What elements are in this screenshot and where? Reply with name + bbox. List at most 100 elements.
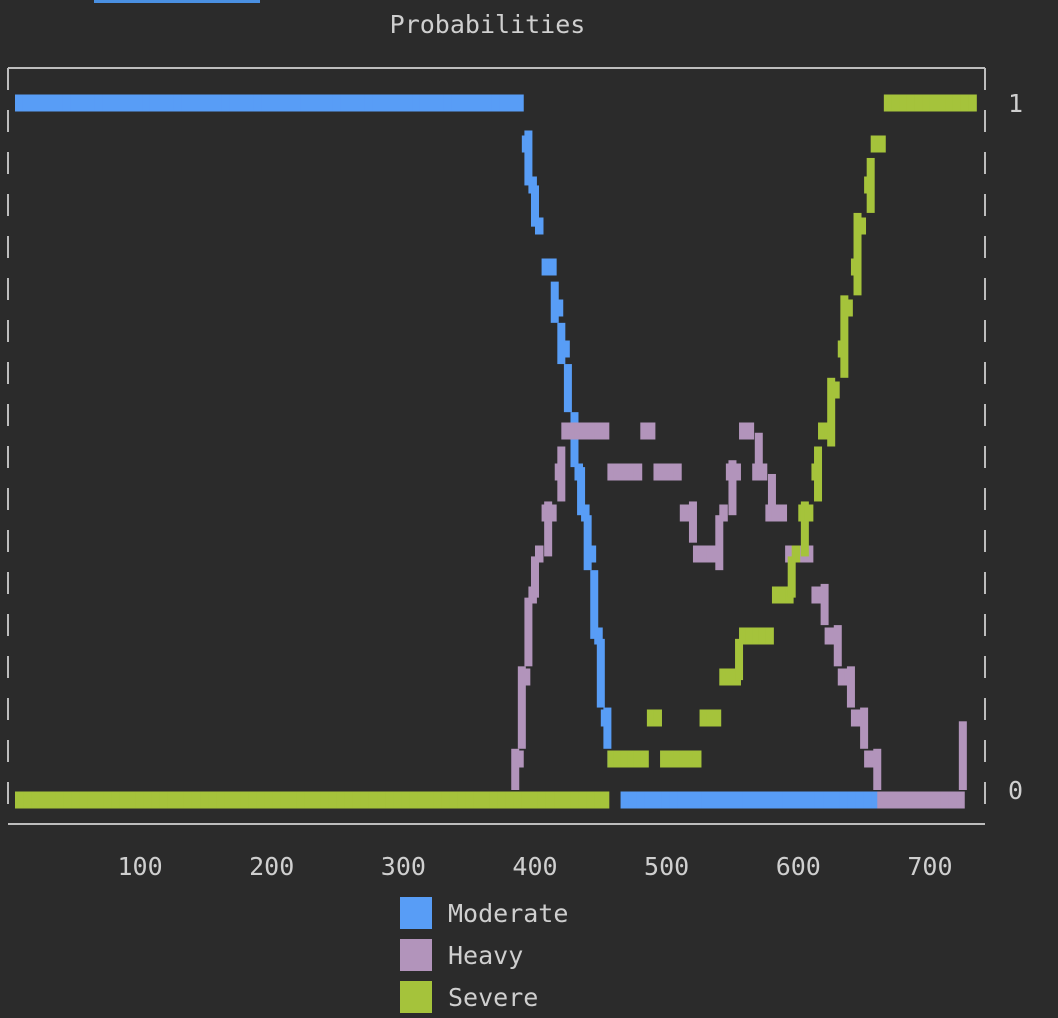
- series-connector: [524, 130, 533, 186]
- series-point: [725, 791, 735, 809]
- series-connector: [530, 556, 539, 598]
- series-connector: [866, 157, 875, 213]
- series-point: [587, 545, 597, 563]
- series-point: [497, 791, 507, 809]
- series-point: [183, 791, 193, 809]
- series-point: [863, 791, 873, 809]
- series-point: [280, 791, 289, 809]
- series-point: [393, 791, 402, 809]
- series-point: [545, 791, 555, 809]
- series-point: [62, 94, 72, 112]
- series-point: [292, 94, 302, 112]
- series-point: [135, 791, 145, 809]
- series-point: [574, 422, 583, 440]
- series-point: [70, 94, 80, 112]
- series-point: [143, 791, 153, 809]
- series-point: [814, 791, 824, 809]
- active-tab-indicator: [94, 0, 260, 3]
- series-point: [739, 422, 748, 440]
- series-point: [288, 791, 298, 809]
- series-point: [360, 791, 370, 809]
- series-point: [425, 791, 434, 809]
- series-point: [118, 94, 127, 112]
- series-point: [320, 791, 330, 809]
- series-connector: [524, 597, 533, 667]
- series-point: [534, 545, 544, 563]
- plot-frame: [7, 67, 986, 825]
- series-point: [296, 791, 306, 809]
- series-point: [948, 791, 957, 809]
- series-point: [725, 668, 735, 686]
- series-point: [340, 94, 350, 112]
- series-point: [922, 94, 931, 112]
- series-point: [908, 791, 918, 809]
- series-point: [719, 504, 728, 522]
- series-point: [627, 750, 636, 768]
- y-tick-label: 0: [1008, 776, 1023, 805]
- series-connector: [958, 721, 967, 790]
- series-point: [900, 791, 910, 809]
- series-point: [837, 668, 847, 686]
- series-point: [86, 94, 95, 112]
- series-point: [435, 94, 445, 112]
- series-point: [142, 94, 151, 112]
- series-point: [620, 463, 630, 481]
- series-point: [673, 750, 682, 768]
- series-point: [221, 94, 230, 112]
- series-point: [419, 94, 429, 112]
- series-point: [666, 463, 676, 481]
- series-point: [396, 94, 405, 112]
- series-point: [627, 463, 636, 481]
- series-point: [790, 791, 800, 809]
- series-point: [232, 791, 241, 809]
- legend-item-moderate: Moderate: [400, 892, 568, 934]
- series-connector: [787, 556, 796, 598]
- series-point: [200, 791, 209, 809]
- series-point: [607, 750, 616, 768]
- series-connector: [590, 570, 599, 639]
- series-point: [126, 94, 135, 112]
- series-point: [739, 627, 748, 645]
- series-point: [332, 94, 342, 112]
- chart-title: Probabilities: [389, 10, 586, 39]
- series-point: [778, 586, 788, 604]
- series-point: [15, 94, 24, 112]
- series-point: [831, 381, 840, 399]
- series-point: [348, 94, 357, 112]
- series-point: [640, 422, 649, 440]
- series-point: [54, 94, 64, 112]
- series-point: [87, 791, 96, 809]
- legend-swatch: [400, 981, 432, 1013]
- series-point: [111, 791, 121, 809]
- series-point: [554, 791, 563, 809]
- series-point: [175, 791, 185, 809]
- series-point: [600, 791, 610, 809]
- series-point: [269, 94, 278, 112]
- series-point: [968, 94, 977, 112]
- series-point: [316, 94, 326, 112]
- series-point: [304, 791, 314, 809]
- series-point: [666, 750, 676, 768]
- series-point: [505, 791, 515, 809]
- series-point: [385, 791, 394, 809]
- series-connector: [814, 446, 823, 502]
- series-point: [567, 422, 577, 440]
- series-point: [785, 545, 794, 563]
- series-point: [945, 94, 954, 112]
- legend-label: Heavy: [448, 940, 524, 970]
- series-point: [855, 791, 864, 809]
- series-point: [857, 217, 867, 235]
- series-point: [636, 791, 646, 809]
- series-point: [706, 709, 715, 727]
- series-point: [189, 94, 199, 112]
- series-point: [23, 791, 32, 809]
- series-point: [459, 94, 469, 112]
- series-point: [613, 463, 623, 481]
- series-connector: [570, 412, 579, 468]
- series-point: [46, 94, 56, 112]
- series-point: [607, 463, 616, 481]
- series-point: [660, 750, 669, 768]
- series-point: [883, 94, 893, 112]
- series-moderate: [15, 94, 937, 809]
- series-point: [119, 791, 129, 809]
